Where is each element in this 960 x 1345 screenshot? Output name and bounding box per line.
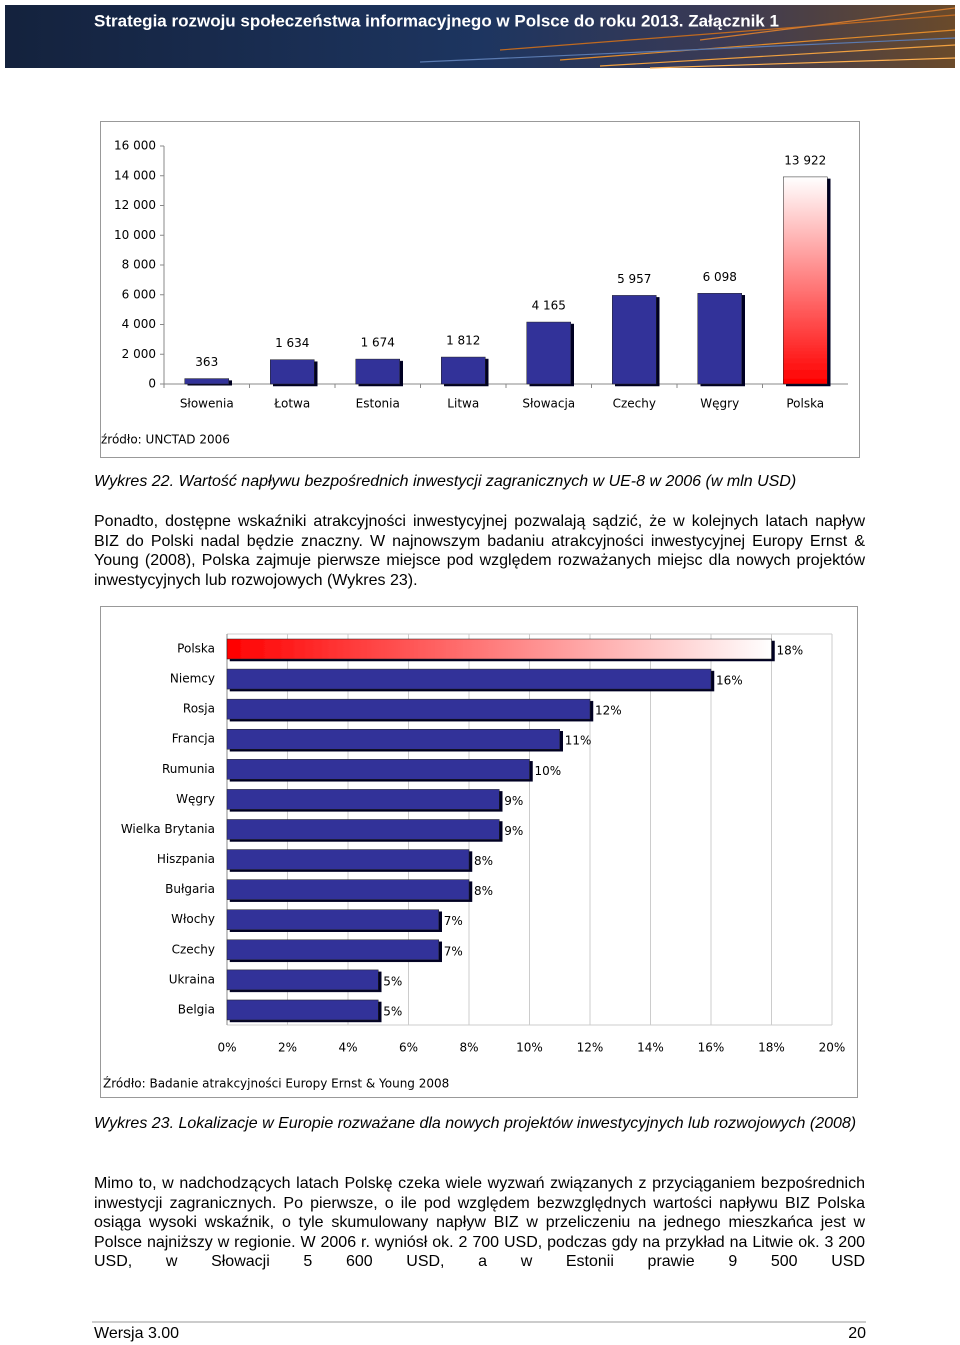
bar [226, 909, 439, 930]
y-tick-label: 2 000 [122, 347, 156, 361]
y-tick-label: 4 000 [122, 317, 156, 331]
header-title: Strategia rozwoju społeczeństwa informac… [94, 11, 779, 30]
bar [226, 969, 379, 991]
x-tick-label: 14% [637, 1041, 664, 1055]
x-tick-label: 12% [577, 1041, 604, 1055]
y-tick-label: Wielka Brytania [121, 822, 215, 836]
y-tick-label: 14 000 [114, 168, 156, 182]
x-tick-label: Węgry [700, 397, 739, 411]
x-tick-label: Estonia [356, 397, 400, 411]
y-tick-label: Czechy [172, 942, 215, 956]
x-tick-label: Litwa [447, 397, 479, 411]
y-tick-label: Rosja [183, 702, 215, 716]
footer-page: 20 [848, 1325, 866, 1342]
value-label: 13 922 [784, 153, 826, 167]
value-label: 10% [535, 764, 562, 778]
bar [226, 819, 500, 840]
y-tick-label: Węgry [176, 792, 215, 806]
value-label: 9% [504, 824, 523, 838]
value-label: 11% [565, 734, 592, 748]
bar [270, 359, 315, 385]
value-label: 9% [504, 794, 523, 808]
x-tick-label: Słowacja [522, 397, 575, 411]
value-label: 7% [444, 944, 463, 958]
y-tick-label: Rumunia [162, 762, 215, 776]
x-tick-label: 0% [217, 1041, 236, 1055]
caption: Wykres 23. Lokalizacje w Europie rozważa… [94, 1115, 857, 1132]
chart-source: Źródło: Badanie atrakcyjności Europy Ern… [103, 1076, 449, 1091]
y-tick-label: Niemcy [170, 672, 215, 686]
y-tick-label: 8 000 [122, 258, 156, 272]
value-label: 4 165 [532, 299, 566, 313]
y-tick-label: Francja [172, 732, 215, 746]
bar [226, 728, 560, 750]
value-label: 1 674 [361, 336, 395, 350]
value-label: 5% [383, 974, 402, 988]
caption: Wykres 22. Wartość napływu bezpośrednich… [94, 473, 797, 490]
y-tick-label: Polska [177, 642, 215, 656]
y-tick-label: 16 000 [114, 139, 156, 153]
value-label: 18% [777, 644, 804, 658]
x-tick-label: 10% [516, 1041, 543, 1055]
y-tick-label: 6 000 [122, 287, 156, 301]
x-tick-label: Słowenia [180, 397, 234, 411]
value-label: 1 812 [446, 334, 480, 348]
y-tick-label: 12 000 [114, 198, 156, 212]
bar [441, 356, 486, 385]
bar [612, 295, 657, 385]
bar [355, 358, 400, 385]
x-tick-label: 16% [698, 1041, 725, 1055]
bar [783, 176, 828, 385]
x-tick-label: 2% [278, 1041, 297, 1055]
bar [697, 293, 742, 385]
chart-source: źródło: UNCTAD 2006 [101, 433, 230, 447]
y-tick-label: Bułgaria [165, 882, 215, 896]
y-tick-label: 10 000 [114, 228, 156, 242]
bar [226, 879, 470, 900]
x-tick-label: 18% [758, 1041, 785, 1055]
y-tick-label: Belgia [178, 1002, 215, 1016]
value-label: 1 634 [275, 336, 309, 350]
bar [226, 789, 500, 810]
value-label: 5 957 [617, 272, 651, 286]
footer-version: Wersja 3.00 [94, 1325, 180, 1342]
x-tick-label: Polska [786, 397, 824, 411]
bar [526, 321, 571, 385]
value-label: 8% [474, 884, 493, 898]
bar [226, 668, 712, 690]
value-label: 7% [444, 914, 463, 928]
y-tick-label: 0 [148, 377, 156, 391]
bar [226, 939, 439, 961]
bar [226, 638, 772, 660]
value-label: 16% [716, 674, 743, 688]
paragraph: Ponadto, dostępne wskaźniki atrakcyjnośc… [94, 513, 865, 589]
bar [184, 378, 229, 385]
x-tick-label: 8% [459, 1041, 478, 1055]
bar [226, 999, 379, 1021]
header-streaks [419, 7, 956, 69]
y-tick-label: Ukraina [169, 972, 215, 986]
bar [226, 849, 470, 870]
x-tick-label: Łotwa [273, 397, 310, 411]
value-label: 5% [383, 1004, 402, 1018]
value-label: 6 098 [703, 270, 737, 284]
paragraph: Mimo to, w nadchodzących latach Polskę c… [94, 1175, 865, 1271]
y-tick-label: Hiszpania [157, 852, 215, 866]
value-label: 12% [595, 704, 622, 718]
value-label: 363 [195, 355, 218, 369]
x-tick-label: Czechy [613, 397, 656, 411]
x-tick-label: 4% [338, 1041, 357, 1055]
x-tick-label: 6% [399, 1041, 418, 1055]
bar [226, 759, 530, 780]
value-label: 8% [474, 854, 493, 868]
x-tick-label: 20% [819, 1041, 846, 1055]
bar [226, 698, 591, 720]
header-band [5, 5, 955, 68]
chart-frame [100, 121, 860, 458]
y-tick-label: Włochy [171, 912, 215, 926]
